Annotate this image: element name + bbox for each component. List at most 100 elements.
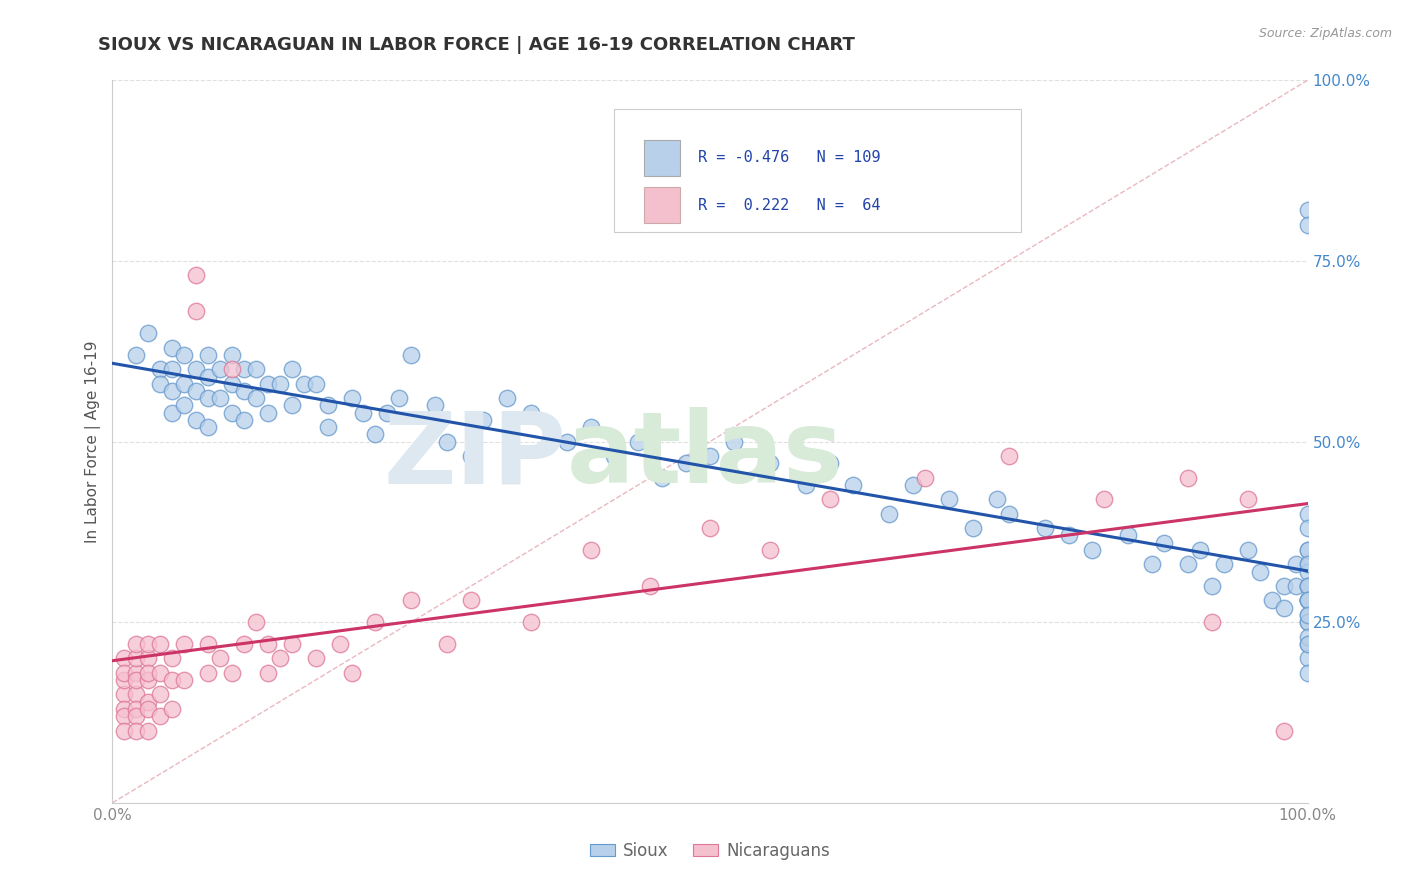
Point — [125, 687, 148, 701]
Point — [162, 362, 183, 376]
Point — [138, 673, 160, 687]
Point — [1237, 492, 1260, 507]
Point — [1296, 593, 1319, 607]
Point — [1296, 579, 1319, 593]
Point — [173, 348, 195, 362]
Point — [149, 376, 172, 391]
Point — [1261, 593, 1284, 607]
Point — [842, 478, 865, 492]
Point — [1272, 600, 1295, 615]
Point — [1213, 558, 1236, 572]
Point — [794, 478, 817, 492]
Point — [245, 615, 267, 630]
Point — [114, 687, 135, 701]
Point — [520, 406, 543, 420]
Point — [1296, 521, 1319, 535]
Point — [197, 369, 219, 384]
Point — [364, 615, 387, 630]
Legend: Sioux, Nicaraguans: Sioux, Nicaraguans — [583, 836, 837, 867]
Point — [1296, 579, 1319, 593]
FancyBboxPatch shape — [644, 187, 681, 223]
Point — [555, 434, 578, 449]
Point — [269, 376, 291, 391]
Point — [1296, 651, 1319, 665]
Point — [221, 362, 243, 376]
Point — [579, 542, 602, 557]
Point — [460, 593, 482, 607]
Point — [1177, 558, 1199, 572]
Point — [114, 673, 135, 687]
Point — [149, 709, 172, 723]
Point — [1272, 723, 1295, 738]
Point — [879, 507, 901, 521]
Point — [496, 391, 519, 405]
Point — [257, 376, 280, 391]
Point — [138, 723, 160, 738]
Point — [1296, 218, 1319, 232]
Point — [627, 434, 650, 449]
Point — [352, 406, 374, 420]
Point — [245, 391, 267, 405]
Point — [759, 456, 782, 470]
Point — [1285, 558, 1308, 572]
Point — [138, 695, 160, 709]
Point — [401, 348, 423, 362]
Point — [520, 615, 543, 630]
Point — [1296, 579, 1319, 593]
Point — [281, 362, 304, 376]
Point — [173, 637, 195, 651]
Point — [186, 362, 208, 376]
Point — [1237, 542, 1260, 557]
Point — [233, 413, 256, 427]
Point — [1296, 615, 1319, 630]
Point — [401, 593, 423, 607]
Point — [257, 665, 280, 680]
Point — [209, 391, 232, 405]
Point — [436, 434, 458, 449]
Point — [364, 427, 387, 442]
Point — [186, 384, 208, 398]
Point — [305, 376, 328, 391]
Point — [162, 651, 183, 665]
Point — [1296, 558, 1319, 572]
Point — [962, 521, 984, 535]
Point — [125, 723, 148, 738]
Point — [938, 492, 960, 507]
Point — [245, 362, 267, 376]
Point — [1177, 470, 1199, 484]
Point — [640, 579, 662, 593]
Point — [1081, 542, 1104, 557]
Point — [1094, 492, 1116, 507]
Point — [292, 376, 315, 391]
Point — [114, 723, 135, 738]
Point — [162, 341, 183, 355]
Point — [1142, 558, 1164, 572]
Point — [138, 326, 160, 340]
Point — [903, 478, 925, 492]
Point — [257, 406, 280, 420]
Text: R =  0.222   N =  64: R = 0.222 N = 64 — [699, 198, 880, 213]
Point — [221, 665, 243, 680]
Point — [257, 637, 280, 651]
Point — [162, 406, 183, 420]
Point — [329, 637, 352, 651]
Point — [281, 637, 304, 651]
Point — [1296, 593, 1319, 607]
Text: R = -0.476   N = 109: R = -0.476 N = 109 — [699, 150, 880, 165]
Point — [1296, 637, 1319, 651]
Point — [197, 420, 219, 434]
Point — [1296, 615, 1319, 630]
Point — [114, 702, 135, 716]
Point — [1296, 630, 1319, 644]
Point — [377, 406, 399, 420]
Point — [1296, 542, 1319, 557]
Point — [1296, 593, 1319, 607]
Text: atlas: atlas — [567, 408, 844, 505]
Point — [125, 651, 148, 665]
Point — [305, 651, 328, 665]
Point — [221, 348, 243, 362]
Point — [233, 637, 256, 651]
Point — [221, 406, 243, 420]
Point — [138, 702, 160, 716]
Point — [209, 362, 232, 376]
